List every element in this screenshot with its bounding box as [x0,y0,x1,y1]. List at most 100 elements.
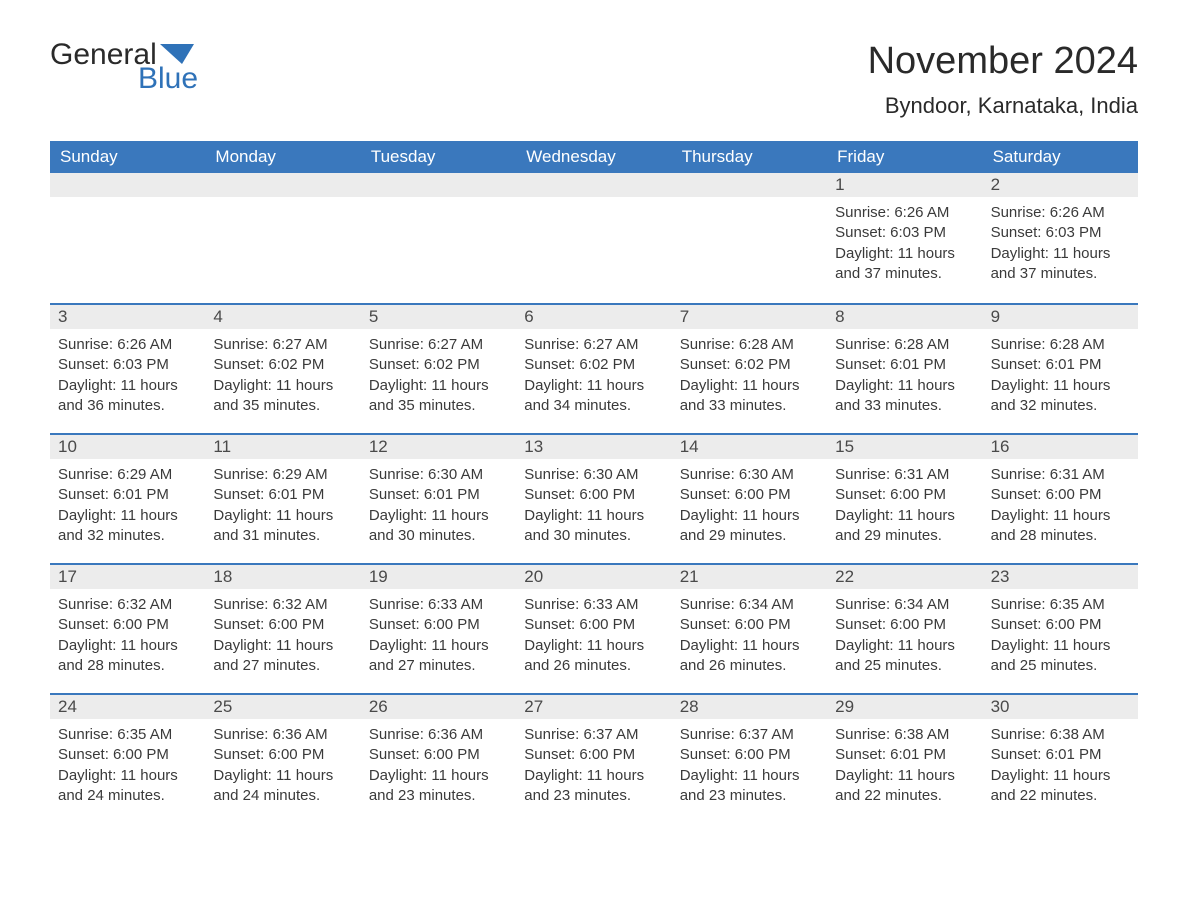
day-details: Sunrise: 6:32 AMSunset: 6:00 PMDaylight:… [50,589,205,686]
calendar-day-cell: 20Sunrise: 6:33 AMSunset: 6:00 PMDayligh… [516,565,671,693]
sunset-line: Sunset: 6:01 PM [213,485,352,505]
day-details: Sunrise: 6:28 AMSunset: 6:02 PMDaylight:… [672,329,827,426]
daylight-line: Daylight: 11 hours and 32 minutes. [58,506,197,547]
sunrise-line: Sunrise: 6:27 AM [213,335,352,355]
calendar-day-cell: 24 Sunrise: 6:35 AMSunset: 6:00 PMDayligh… [50,695,205,823]
sunset-line: Sunset: 6:02 PM [680,355,819,375]
day-details: Sunrise: 6:30 AMSunset: 6:00 PMDaylight:… [516,459,671,556]
weekday-header-cell: Friday [827,141,982,173]
sunset-line: Sunset: 6:00 PM [835,485,974,505]
day-number-bar: 20 [516,565,671,589]
daylight-line: Daylight: 11 hours and 26 minutes. [680,636,819,677]
sunset-line: Sunset: 6:03 PM [991,223,1130,243]
day-number-bar: 3 [50,305,205,329]
sunrise-line: Sunrise: 6:35 AM [58,725,197,745]
daylight-line: Daylight: 11 hours and 28 minutes. [991,506,1130,547]
calendar-day-cell: 7Sunrise: 6:28 AMSunset: 6:02 PMDaylight… [672,305,827,433]
day-number-bar: 1 [827,173,982,197]
calendar-day-cell: 19Sunrise: 6:33 AMSunset: 6:00 PMDayligh… [361,565,516,693]
calendar-day-cell: 21Sunrise: 6:34 AMSunset: 6:00 PMDayligh… [672,565,827,693]
day-details: Sunrise: 6:27 AMSunset: 6:02 PMDaylight:… [205,329,360,426]
calendar-day-cell: 25Sunrise: 6:36 AMSunset: 6:00 PMDayligh… [205,695,360,823]
day-number-bar: 8 [827,305,982,329]
day-number-bar: 14 [672,435,827,459]
day-details: Sunrise: 6:30 AMSunset: 6:00 PMDaylight:… [672,459,827,556]
calendar: SundayMondayTuesdayWednesdayThursdayFrid… [50,141,1138,823]
day-number-bar: 24 [50,695,205,719]
daylight-line: Daylight: 11 hours and 31 minutes. [213,506,352,547]
day-details: Sunrise: 6:31 AMSunset: 6:00 PMDaylight:… [827,459,982,556]
day-number-bar [672,173,827,197]
calendar-day-cell [516,173,671,303]
sunrise-line: Sunrise: 6:29 AM [213,465,352,485]
daylight-line: Daylight: 11 hours and 24 minutes. [213,766,352,807]
daylight-line: Daylight: 11 hours and 24 minutes. [58,766,197,807]
daylight-line: Daylight: 11 hours and 25 minutes. [835,636,974,677]
calendar-day-cell: 22Sunrise: 6:34 AMSunset: 6:00 PMDayligh… [827,565,982,693]
sunrise-line: Sunrise: 6:28 AM [991,335,1130,355]
sunset-line: Sunset: 6:00 PM [213,615,352,635]
daylight-line: Daylight: 11 hours and 23 minutes. [680,766,819,807]
day-number-bar: 11 [205,435,360,459]
sunset-line: Sunset: 6:01 PM [991,745,1130,765]
sunset-line: Sunset: 6:00 PM [524,485,663,505]
sunrise-line: Sunrise: 6:32 AM [58,595,197,615]
day-details: Sunrise: 6:26 AMSunset: 6:03 PMDaylight:… [983,197,1138,294]
day-details: Sunrise: 6:26 AMSunset: 6:03 PMDaylight:… [50,329,205,426]
calendar-day-cell: 17Sunrise: 6:32 AMSunset: 6:00 PMDayligh… [50,565,205,693]
sunrise-line: Sunrise: 6:36 AM [213,725,352,745]
sunrise-line: Sunrise: 6:35 AM [991,595,1130,615]
calendar-day-cell: 5Sunrise: 6:27 AMSunset: 6:02 PMDaylight… [361,305,516,433]
sunrise-line: Sunrise: 6:36 AM [369,725,508,745]
day-details: Sunrise: 6:38 AMSunset: 6:01 PMDaylight:… [983,719,1138,816]
day-number-bar: 28 [672,695,827,719]
sunset-line: Sunset: 6:00 PM [58,745,197,765]
sunset-line: Sunset: 6:02 PM [524,355,663,375]
day-number-bar: 13 [516,435,671,459]
day-details: Sunrise: 6:32 AMSunset: 6:00 PMDaylight:… [205,589,360,686]
calendar-day-cell: 14Sunrise: 6:30 AMSunset: 6:00 PMDayligh… [672,435,827,563]
weekday-header-cell: Wednesday [516,141,671,173]
day-number-bar: 6 [516,305,671,329]
calendar-day-cell: 23Sunrise: 6:35 AMSunset: 6:00 PMDayligh… [983,565,1138,693]
daylight-line: Daylight: 11 hours and 25 minutes. [991,636,1130,677]
day-details: Sunrise: 6:30 AMSunset: 6:01 PMDaylight:… [361,459,516,556]
day-details: Sunrise: 6:37 AMSunset: 6:00 PMDaylight:… [516,719,671,816]
sunset-line: Sunset: 6:00 PM [524,745,663,765]
day-details: Sunrise: 6:36 AMSunset: 6:00 PMDaylight:… [361,719,516,816]
calendar-day-cell: 12Sunrise: 6:30 AMSunset: 6:01 PMDayligh… [361,435,516,563]
daylight-line: Daylight: 11 hours and 34 minutes. [524,376,663,417]
daylight-line: Daylight: 11 hours and 23 minutes. [524,766,663,807]
calendar-day-cell: 6Sunrise: 6:27 AMSunset: 6:02 PMDaylight… [516,305,671,433]
sunrise-line: Sunrise: 6:27 AM [369,335,508,355]
day-number-bar: 27 [516,695,671,719]
sunset-line: Sunset: 6:01 PM [835,745,974,765]
daylight-line: Daylight: 11 hours and 29 minutes. [835,506,974,547]
daylight-line: Daylight: 11 hours and 35 minutes. [213,376,352,417]
daylight-line: Daylight: 11 hours and 30 minutes. [524,506,663,547]
sunrise-line: Sunrise: 6:30 AM [680,465,819,485]
calendar-day-cell: 28Sunrise: 6:37 AMSunset: 6:00 PMDayligh… [672,695,827,823]
day-number-bar: 12 [361,435,516,459]
sunrise-line: Sunrise: 6:26 AM [58,335,197,355]
sunrise-line: Sunrise: 6:30 AM [369,465,508,485]
calendar-day-cell: 2Sunrise: 6:26 AMSunset: 6:03 PMDaylight… [983,173,1138,303]
calendar-day-cell: 26Sunrise: 6:36 AMSunset: 6:00 PMDayligh… [361,695,516,823]
day-number-bar: 2 [983,173,1138,197]
calendar-day-cell [50,173,205,303]
day-number-bar: 30 [983,695,1138,719]
day-number-bar: 15 [827,435,982,459]
sunrise-line: Sunrise: 6:38 AM [991,725,1130,745]
day-details: Sunrise: 6:27 AMSunset: 6:02 PMDaylight:… [361,329,516,426]
day-number-bar: 10 [50,435,205,459]
daylight-line: Daylight: 11 hours and 33 minutes. [835,376,974,417]
sunset-line: Sunset: 6:03 PM [58,355,197,375]
sunrise-line: Sunrise: 6:34 AM [680,595,819,615]
day-details: Sunrise: 6:31 AMSunset: 6:00 PMDaylight:… [983,459,1138,556]
day-number-bar [50,173,205,197]
sunrise-line: Sunrise: 6:34 AM [835,595,974,615]
day-details: Sunrise: 6:34 AMSunset: 6:00 PMDaylight:… [672,589,827,686]
calendar-week-row: 3Sunrise: 6:26 AMSunset: 6:03 PMDaylight… [50,303,1138,433]
day-number-bar: 17 [50,565,205,589]
sunrise-line: Sunrise: 6:30 AM [524,465,663,485]
